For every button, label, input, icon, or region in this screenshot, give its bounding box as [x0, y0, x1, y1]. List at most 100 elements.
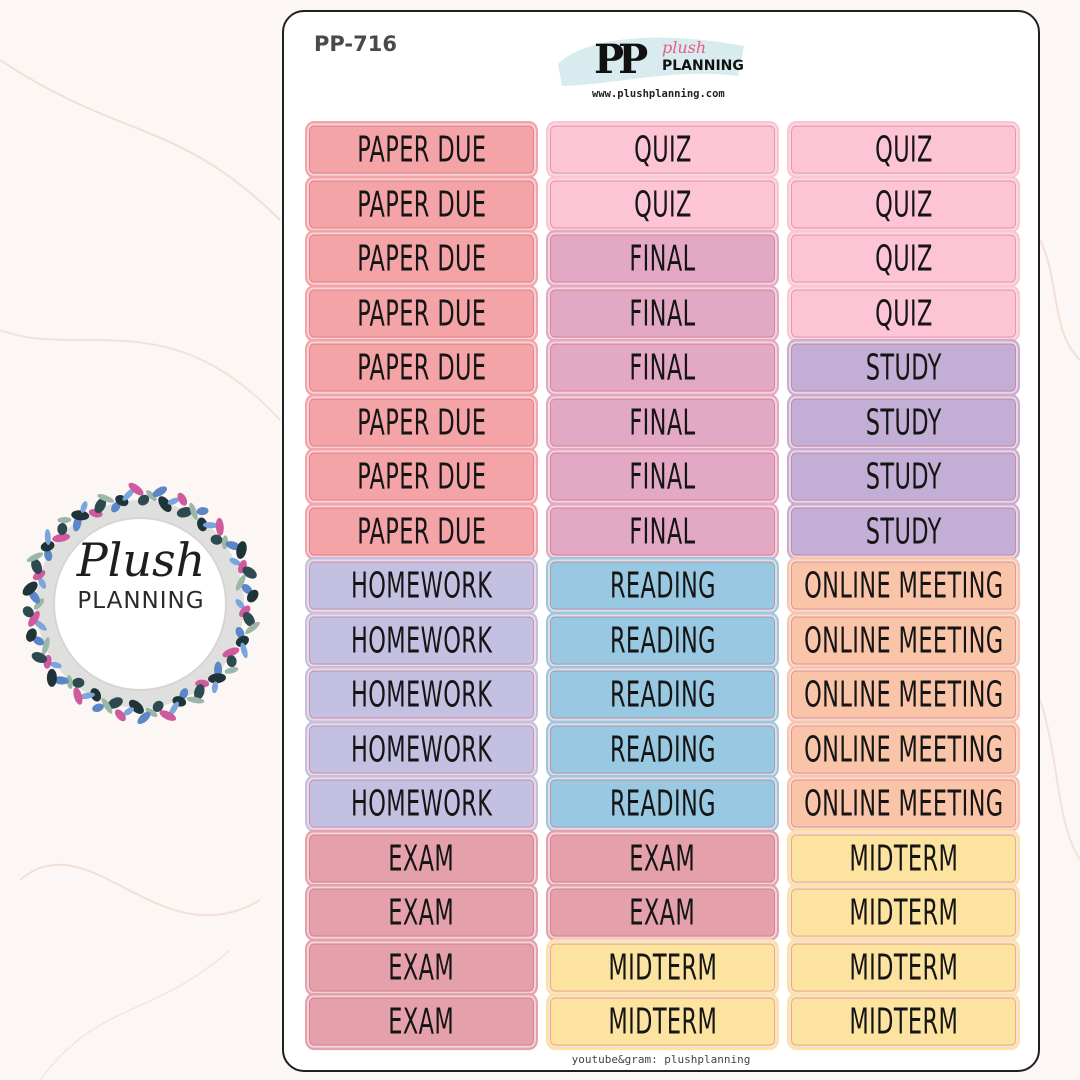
leaf-icon	[179, 688, 189, 700]
sticker: MIDTERM	[545, 938, 780, 996]
leaf-icon	[235, 635, 249, 647]
leaf-icon	[224, 667, 239, 674]
sticker: PAPER DUE	[304, 175, 539, 233]
sticker-text: READING	[609, 727, 716, 771]
sticker: MIDTERM	[545, 992, 780, 1050]
sticker: EXAM	[545, 883, 780, 941]
leaf-icon	[90, 688, 102, 702]
sticker-label: PAPER DUE	[305, 175, 538, 233]
leaf-icon	[73, 687, 83, 705]
sticker: MIDTERM	[786, 829, 1021, 887]
leaf-icon	[33, 619, 47, 631]
sticker: QUIZ	[545, 175, 780, 233]
sticker: PAPER DUE	[304, 338, 539, 396]
leaf-icon	[50, 661, 62, 669]
sticker-label: PAPER DUE	[305, 393, 538, 451]
leaf-icon	[242, 566, 257, 579]
leaf-icon	[97, 494, 115, 503]
leaf-icon	[236, 541, 247, 559]
sticker: ONLINE MEETING	[786, 611, 1021, 669]
sticker-text: QUIZ	[874, 236, 933, 280]
sticker-label: PAPER DUE	[305, 338, 538, 396]
leaf-icon	[114, 709, 126, 722]
leaf-icon	[152, 486, 168, 497]
sticker-text: EXAM	[629, 890, 696, 934]
leaf-icon	[197, 517, 208, 532]
sticker-text: PAPER DUE	[356, 291, 487, 335]
sticker-text: HOMEWORK	[350, 781, 493, 825]
sticker-text: READING	[609, 672, 716, 716]
sticker-label: PAPER DUE	[305, 447, 538, 505]
leaf-icon	[128, 699, 144, 714]
sticker-text: ONLINE MEETING	[803, 672, 1004, 716]
sticker-label: QUIZ	[546, 120, 779, 178]
leaf-icon	[242, 612, 255, 627]
sticker-label: READING	[546, 720, 779, 778]
sticker-text: READING	[609, 618, 716, 662]
leaf-icon	[71, 510, 90, 521]
sticker: READING	[545, 556, 780, 614]
sticker-label: FINAL	[546, 502, 779, 560]
leaf-icon	[122, 488, 135, 501]
sticker: FINAL	[545, 502, 780, 560]
sticker-text: PAPER DUE	[356, 182, 487, 226]
sticker-text: QUIZ	[633, 182, 692, 226]
leaf-icon	[31, 558, 43, 575]
leaf-icon	[31, 651, 47, 664]
sticker-text: EXAM	[388, 945, 455, 989]
leaf-icon	[52, 533, 70, 543]
sticker: MIDTERM	[786, 992, 1021, 1050]
sticker-label: FINAL	[546, 284, 779, 342]
sticker-label: READING	[546, 611, 779, 669]
leaf-icon	[57, 516, 72, 524]
leaf-icon	[22, 581, 38, 596]
badge-caps-text: PLANNING	[77, 588, 205, 615]
sticker-text: FINAL	[629, 236, 696, 280]
sticker-text: QUIZ	[874, 291, 933, 335]
sticker-text: PAPER DUE	[356, 509, 487, 553]
sticker: READING	[545, 774, 780, 832]
leaf-icon	[194, 684, 205, 700]
leaf-icon	[72, 677, 85, 688]
leaf-icon	[196, 507, 209, 516]
leaf-icon	[235, 574, 246, 591]
brand-monogram: PP	[594, 36, 648, 83]
leaf-icon	[202, 522, 219, 529]
sticker: STUDY	[786, 393, 1021, 451]
leaf-icon	[137, 711, 151, 725]
sticker-label: EXAM	[305, 938, 538, 996]
sticker-label: QUIZ	[787, 175, 1020, 233]
sticker: HOMEWORK	[304, 611, 539, 669]
leaf-icon	[167, 497, 180, 505]
leaf-icon	[92, 703, 104, 713]
sticker: ONLINE MEETING	[786, 665, 1021, 723]
leaf-icon	[211, 681, 218, 694]
sticker-text: ONLINE MEETING	[803, 618, 1004, 662]
leaf-icon	[44, 529, 51, 545]
sticker: MIDTERM	[786, 883, 1021, 941]
leaf-icon	[222, 647, 240, 658]
sticker-label: STUDY	[787, 447, 1020, 505]
sticker-text: STUDY	[865, 345, 942, 389]
sticker-label: MIDTERM	[787, 883, 1020, 941]
sticker-label: MIDTERM	[787, 829, 1020, 887]
leaf-icon	[80, 501, 88, 513]
sticker-label: MIDTERM	[546, 992, 779, 1050]
sticker: EXAM	[304, 883, 539, 941]
sticker: EXAM	[545, 829, 780, 887]
leaf-icon	[42, 637, 50, 655]
sticker-text: FINAL	[629, 345, 696, 389]
sticker-label: EXAM	[305, 829, 538, 887]
sticker-text: HOMEWORK	[350, 727, 493, 771]
sticker: ONLINE MEETING	[786, 556, 1021, 614]
social-footer: youtube&gram: plushplanning	[571, 1053, 751, 1066]
sticker: PAPER DUE	[304, 447, 539, 505]
sticker-label: FINAL	[546, 447, 779, 505]
leaf-icon	[186, 696, 205, 704]
sticker-label: STUDY	[787, 393, 1020, 451]
sticker-text: MIDTERM	[849, 836, 958, 880]
sticker-text: MIDTERM	[849, 945, 958, 989]
sticker: HOMEWORK	[304, 720, 539, 778]
sticker-text: ONLINE MEETING	[803, 781, 1004, 825]
leaf-icon	[28, 610, 40, 627]
